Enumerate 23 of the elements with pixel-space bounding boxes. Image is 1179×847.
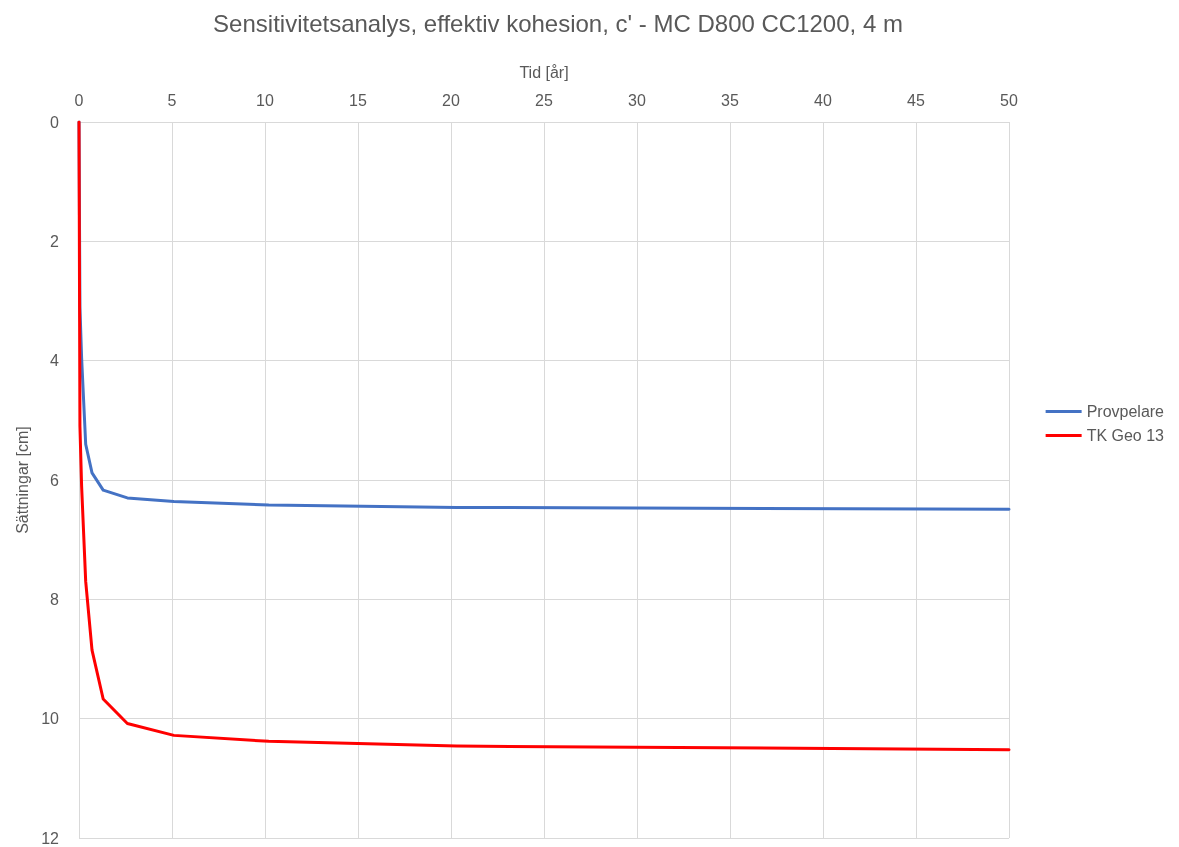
y-axis-title: Sättningar [cm] — [13, 426, 31, 534]
x-tick-label: 20 — [442, 91, 460, 109]
x-tick-label: 15 — [349, 91, 367, 109]
x-tick-label: 0 — [74, 91, 84, 109]
y-tick-label: 4 — [50, 352, 60, 370]
x-tick-label: 50 — [1000, 91, 1018, 109]
x-axis-title: Tid [år] — [519, 63, 569, 81]
x-tick-label: 30 — [628, 91, 646, 109]
y-tick-label: 12 — [41, 829, 60, 847]
legend-label: TK Geo 13 — [1086, 427, 1165, 444]
x-tick-label: 45 — [907, 91, 925, 109]
y-tick-label: 2 — [50, 232, 60, 250]
x-tick-label: 10 — [256, 91, 274, 109]
legend-label: Provpelare — [1086, 403, 1165, 420]
x-tick-label: 35 — [721, 91, 739, 109]
x-tick-label: 5 — [167, 91, 177, 109]
x-tick-label: 25 — [535, 91, 553, 109]
y-tick-label: 8 — [50, 590, 60, 608]
y-tick-label: 6 — [50, 471, 60, 489]
x-tick-label: 40 — [814, 91, 832, 109]
chart-title: Sensitivitetsanalys, effektiv kohesion, c' - MC D800 CC1200, 4 m — [213, 9, 903, 37]
y-tick-label: 0 — [50, 113, 60, 131]
y-tick-label: 10 — [41, 710, 60, 728]
